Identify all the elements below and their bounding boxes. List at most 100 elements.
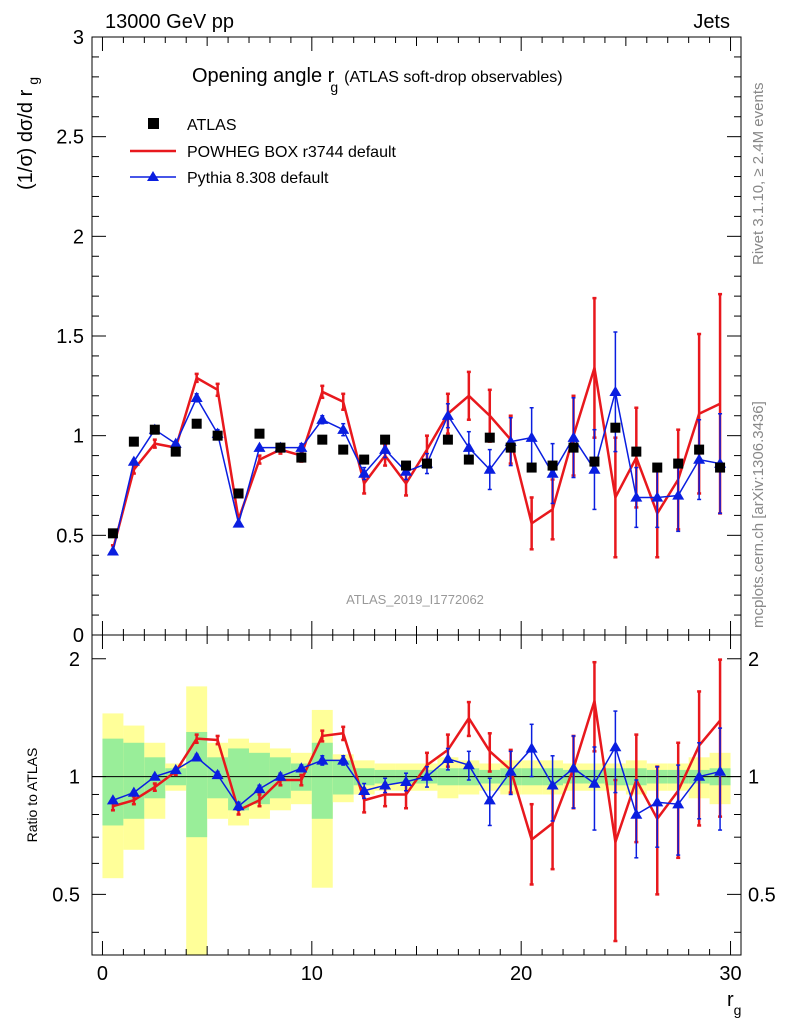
atlas-marker-22 (568, 442, 579, 453)
legend-marker-pythia (147, 171, 159, 181)
atlas-marker-26 (652, 462, 663, 473)
main-series-powheg (110, 292, 723, 559)
ratio-marker-pythia-19 (504, 765, 517, 776)
main-marker-pythia-12 (358, 467, 371, 478)
header-left: 13000 GeV pp (105, 11, 234, 33)
main-marker-pythia-27 (672, 489, 685, 500)
main-y-axis-label: (1/σ) dσ/d r g (15, 77, 41, 190)
atlas-marker-27 (673, 458, 684, 469)
main-marker-pythia-26 (651, 491, 664, 502)
ratio-marker-pythia-15 (420, 770, 433, 781)
atlas-marker-13 (380, 434, 391, 445)
main-series-atlas (107, 418, 726, 539)
ratio-series-pythia (106, 710, 727, 859)
ratio-marker-pythia-1 (127, 786, 140, 797)
uncertainty-bands (92, 686, 741, 955)
legend-label-powheg: POWHEG BOX r3744 default (187, 144, 397, 161)
x-tick-label-10: 10 (301, 963, 323, 985)
ratio-marker-pythia-18 (483, 794, 496, 805)
main-marker-pythia-6 (232, 517, 245, 528)
rivet-label: Rivet 3.1.10, ≥ 2.4M events (750, 83, 767, 266)
legend-label-pythia: Pythia 8.308 default (187, 170, 329, 187)
ratio-marker-pythia-11 (337, 754, 350, 765)
mcplots-label: mcplots.cern.ch [arXiv:1306.3436] (750, 401, 767, 628)
atlas-marker-5 (212, 430, 223, 441)
main-y-tick-label-2.5: 2.5 (56, 127, 84, 149)
main-marker-pythia-21 (546, 467, 559, 478)
ratio-marker-pythia-29 (714, 765, 727, 776)
main-marker-pythia-18 (483, 463, 496, 474)
ratio-marker-pythia-13 (379, 779, 392, 790)
main-series-pythia (106, 331, 727, 556)
main-marker-pythia-17 (462, 441, 475, 452)
analysis-watermark: ATLAS_2019_I1772062 (346, 592, 484, 607)
ratio-marker-pythia-25 (630, 808, 643, 819)
band-inner-1 (123, 742, 145, 819)
ratio-marker-pythia-10 (316, 754, 329, 765)
atlas-marker-14 (401, 460, 412, 471)
ratio-marker-pythia-17 (462, 759, 475, 770)
ratio-y-tick-label-0.5: 0.5 (52, 884, 80, 906)
ratio-marker-pythia-4 (190, 751, 203, 762)
ratio-marker-pythia-9 (295, 762, 308, 773)
x-tick-label-30: 30 (719, 963, 741, 985)
ratio-marker-pythia-20 (525, 742, 538, 753)
x-tick-label-20: 20 (510, 963, 532, 985)
ratio-y-tick-label-right-2: 2 (748, 649, 759, 671)
atlas-marker-16 (442, 434, 453, 445)
ratio-marker-pythia-14 (400, 775, 413, 786)
ratio-marker-pythia-23 (588, 777, 601, 788)
atlas-marker-9 (296, 452, 307, 463)
atlas-marker-7 (254, 428, 265, 439)
main-y-tick-label-0: 0 (73, 625, 84, 647)
legend-label-atlas: ATLAS (187, 117, 237, 134)
ratio-y-tick-label-2: 2 (69, 649, 80, 671)
ratio-marker-pythia-27 (672, 798, 685, 809)
main-marker-pythia-7 (253, 441, 266, 452)
ratio-marker-pythia-12 (358, 784, 371, 795)
main-marker-pythia-22 (567, 431, 580, 442)
main-y-tick-label-1: 1 (73, 426, 84, 448)
atlas-marker-11 (338, 444, 349, 455)
main-marker-pythia-10 (316, 413, 329, 424)
main-marker-pythia-16 (441, 409, 454, 420)
main-marker-pythia-4 (190, 391, 203, 402)
ratio-marker-pythia-0 (106, 794, 119, 805)
chart-title-main: Opening angle r (192, 65, 335, 87)
atlas-marker-23 (589, 456, 600, 467)
main-marker-pythia-20 (525, 431, 538, 442)
atlas-marker-4 (191, 418, 202, 429)
legend: ATLAS POWHEG BOX r3744 default Pythia 8.30… (130, 117, 397, 187)
atlas-marker-3 (170, 446, 181, 457)
ratio-marker-pythia-26 (651, 796, 664, 807)
chart-title-sub: g (330, 79, 338, 95)
atlas-marker-20 (526, 462, 537, 473)
main-marker-pythia-11 (337, 423, 350, 434)
ratio-y-axis-label: Ratio to ATLAS (24, 748, 40, 843)
chart-title-tail: (ATLAS soft-drop observables) (344, 69, 562, 86)
main-y-tick-label-0.5: 0.5 (56, 525, 84, 547)
main-marker-pythia-25 (630, 491, 643, 502)
data-series (106, 292, 727, 943)
atlas-marker-29 (715, 462, 726, 473)
ratio-y-tick-label-right-0.5: 0.5 (748, 884, 776, 906)
ratio-marker-pythia-6 (232, 800, 245, 811)
atlas-marker-12 (359, 454, 370, 465)
main-line-pythia (112, 391, 721, 552)
main-marker-pythia-0 (106, 545, 119, 556)
ratio-line-pythia (112, 746, 721, 816)
ratio-marker-pythia-28 (693, 770, 706, 781)
atlas-marker-2 (149, 424, 160, 435)
ratio-marker-pythia-16 (441, 752, 454, 764)
ratio-marker-pythia-22 (567, 762, 580, 773)
main-line-powheg (111, 366, 721, 550)
x-axis-label: rg (727, 989, 741, 1018)
atlas-marker-25 (631, 446, 642, 457)
legend-marker-atlas (148, 118, 159, 129)
band-inner-0 (102, 738, 124, 826)
ratio-y-tick-label-1: 1 (69, 767, 80, 789)
main-marker-pythia-24 (609, 385, 622, 397)
atlas-marker-1 (128, 436, 139, 447)
ratio-marker-pythia-2 (148, 770, 161, 781)
